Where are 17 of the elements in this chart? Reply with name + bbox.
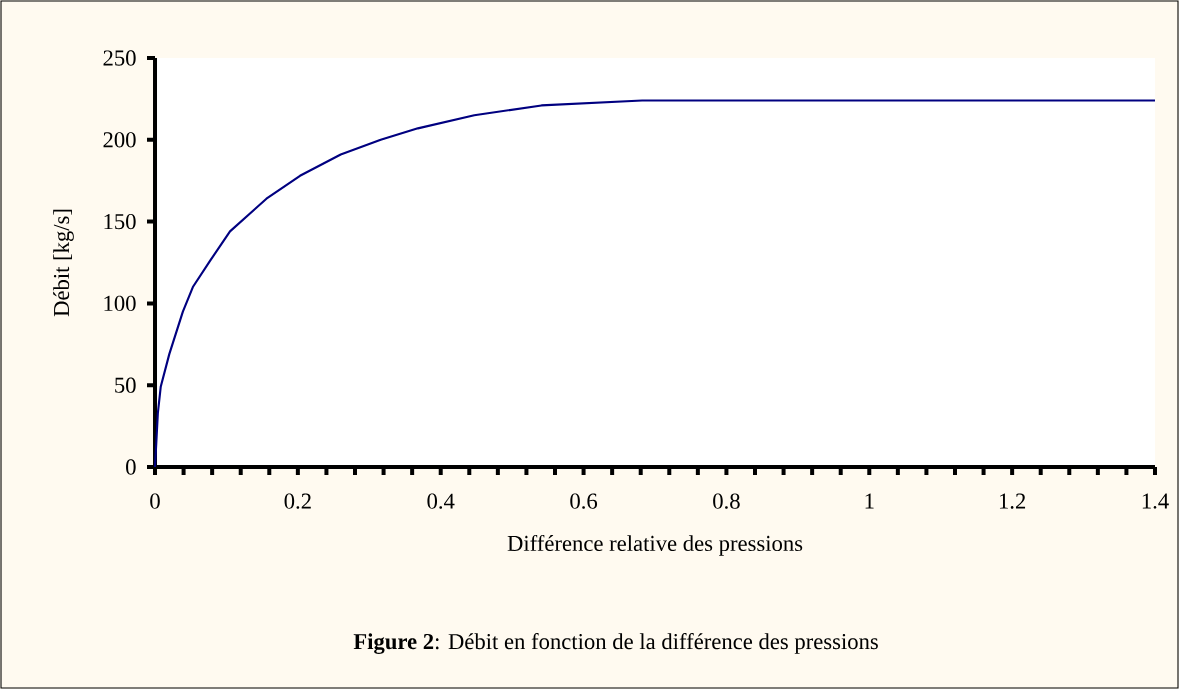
x-tick-label: 1.2 bbox=[999, 493, 1026, 509]
y-tick-label: 100 bbox=[104, 295, 136, 312]
y-axis-title: Débit [kg/s] bbox=[53, 209, 74, 317]
x-tick-label: 0.4 bbox=[427, 493, 455, 509]
y-tick-label: 250 bbox=[103, 50, 136, 66]
y-tick-label: 150 bbox=[104, 213, 136, 230]
y-tick-label: 0 bbox=[126, 459, 136, 475]
x-tick-label: 1 bbox=[865, 493, 874, 509]
x-tick-label: 0.6 bbox=[570, 493, 598, 509]
y-tick-label: 50 bbox=[115, 377, 136, 393]
x-tick-label: 0.2 bbox=[284, 493, 311, 509]
x-tick-label: 1.4 bbox=[1142, 493, 1169, 509]
x-axis-title: Différence relative des pressions bbox=[507, 534, 803, 556]
x-tick-label: 0 bbox=[150, 493, 160, 509]
text: Figure 2: Débit en fonction de la différence des pressions bbox=[353, 633, 878, 654]
y-tick-label: 200 bbox=[103, 132, 136, 148]
x-tick-label: 0.8 bbox=[713, 493, 740, 509]
